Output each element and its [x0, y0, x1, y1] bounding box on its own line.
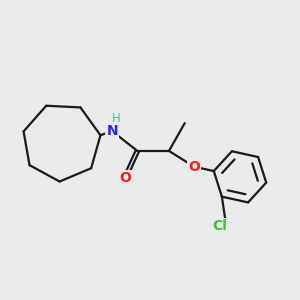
Text: O: O [119, 171, 131, 185]
Text: H: H [112, 112, 120, 125]
Text: O: O [188, 160, 200, 174]
Text: N: N [106, 124, 118, 138]
Text: Cl: Cl [212, 219, 227, 233]
